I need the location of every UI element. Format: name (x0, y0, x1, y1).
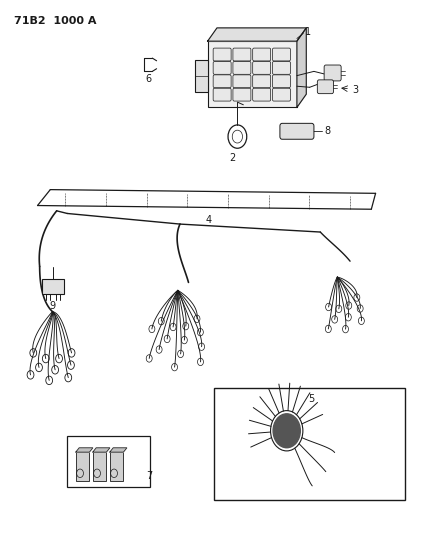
Text: 3: 3 (352, 85, 358, 95)
Text: 5: 5 (308, 394, 314, 404)
Bar (214, 389, 405, 500)
Polygon shape (297, 28, 306, 108)
FancyBboxPatch shape (253, 75, 270, 88)
FancyBboxPatch shape (233, 88, 251, 101)
Text: 8: 8 (324, 126, 331, 136)
FancyBboxPatch shape (273, 88, 291, 101)
Text: 6: 6 (145, 74, 151, 84)
FancyBboxPatch shape (280, 123, 314, 139)
Bar (67, 436, 150, 487)
FancyBboxPatch shape (233, 48, 251, 61)
FancyBboxPatch shape (273, 48, 291, 61)
Bar (42, 279, 64, 294)
Bar (93, 452, 107, 481)
Bar (195, 60, 208, 92)
FancyBboxPatch shape (273, 61, 291, 74)
FancyBboxPatch shape (213, 61, 231, 74)
Text: 1: 1 (306, 27, 312, 37)
FancyBboxPatch shape (213, 48, 231, 61)
Polygon shape (93, 448, 110, 452)
Bar (208, 41, 297, 108)
FancyBboxPatch shape (253, 61, 270, 74)
Polygon shape (110, 448, 127, 452)
Circle shape (273, 414, 300, 448)
Polygon shape (208, 28, 306, 41)
Polygon shape (76, 448, 93, 452)
FancyBboxPatch shape (273, 75, 291, 88)
FancyBboxPatch shape (253, 88, 270, 101)
FancyBboxPatch shape (233, 75, 251, 88)
Text: 9: 9 (50, 301, 56, 311)
Text: 7: 7 (146, 471, 152, 481)
FancyBboxPatch shape (233, 61, 251, 74)
FancyBboxPatch shape (213, 88, 231, 101)
Bar (76, 452, 89, 481)
Bar (110, 452, 123, 481)
Text: 2: 2 (229, 153, 235, 163)
FancyBboxPatch shape (213, 75, 231, 88)
FancyBboxPatch shape (324, 65, 341, 81)
Text: 4: 4 (205, 215, 211, 225)
Text: 71B2  1000 A: 71B2 1000 A (14, 16, 97, 26)
FancyBboxPatch shape (253, 48, 270, 61)
FancyBboxPatch shape (317, 80, 333, 94)
